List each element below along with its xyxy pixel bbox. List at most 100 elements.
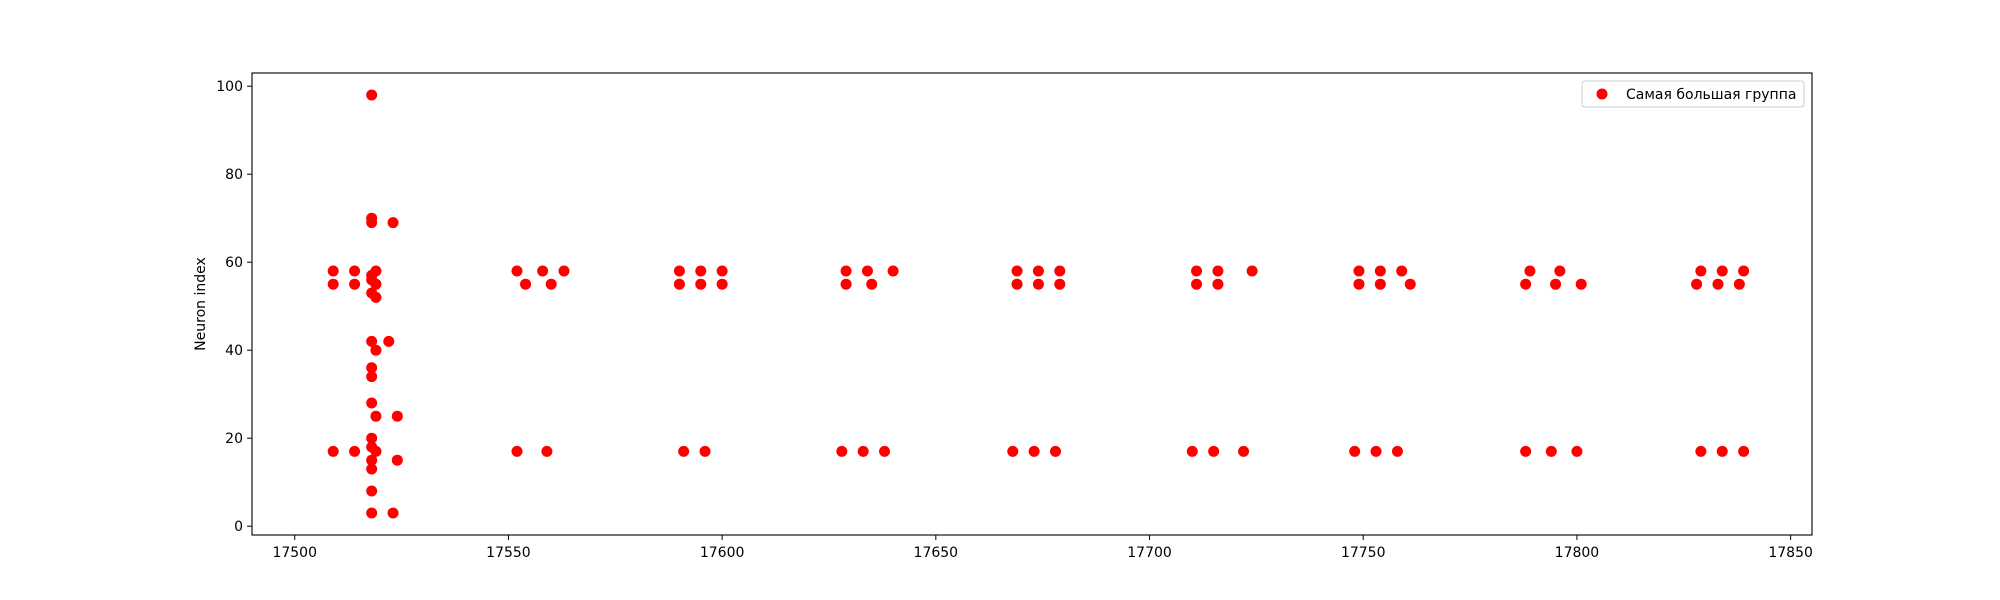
y-tick-label: 20 [225, 431, 243, 447]
data-point [366, 432, 378, 444]
y-axis-label: Neuron index [193, 257, 209, 351]
data-point [699, 445, 711, 457]
data-point [1733, 278, 1745, 290]
data-point [558, 265, 570, 277]
data-point [1032, 278, 1044, 290]
x-tick-label: 17750 [1341, 545, 1386, 561]
data-point [1524, 265, 1536, 277]
data-point [1374, 278, 1386, 290]
data-point [1554, 265, 1566, 277]
data-point [673, 265, 685, 277]
data-point [1738, 445, 1750, 457]
data-point [1208, 445, 1220, 457]
data-point [383, 335, 395, 347]
data-point [366, 335, 378, 347]
data-point [391, 454, 403, 466]
data-point [366, 485, 378, 497]
x-tick-label: 17850 [1768, 545, 1813, 561]
data-point [366, 463, 378, 475]
data-point [1007, 445, 1019, 457]
data-point [391, 410, 403, 422]
legend-box [1581, 80, 1805, 108]
legend: Самая большая группа [1581, 80, 1805, 108]
data-point [716, 278, 728, 290]
data-point [366, 217, 378, 229]
data-point [1575, 278, 1587, 290]
data-point [866, 278, 878, 290]
plot-area: 17500 17550 17600 17650 17700 17750 17800 17850… [216, 72, 1813, 561]
data-point [1695, 265, 1707, 277]
data-point [366, 507, 378, 519]
data-point [887, 265, 899, 277]
y-tick-label: 40 [225, 343, 243, 359]
data-point [1191, 278, 1203, 290]
y-tick-label: 100 [216, 79, 243, 95]
data-point [366, 371, 378, 383]
data-point [520, 278, 532, 290]
data-point [545, 278, 557, 290]
y-tick-label: 60 [225, 255, 243, 271]
data-point [1396, 265, 1408, 277]
data-point [1695, 445, 1707, 457]
data-point [327, 265, 339, 277]
data-point [349, 278, 361, 290]
data-point [327, 278, 339, 290]
data-point [349, 265, 361, 277]
y-tick-label: 80 [225, 167, 243, 183]
x-tick-label: 17600 [700, 545, 745, 561]
data-point [1028, 445, 1040, 457]
data-point [1691, 278, 1703, 290]
data-point [1212, 265, 1224, 277]
data-point [387, 507, 399, 519]
x-tick-label: 17500 [272, 545, 317, 561]
data-point [1054, 265, 1066, 277]
data-point [1032, 265, 1044, 277]
data-point [349, 445, 361, 457]
data-point [861, 265, 873, 277]
data-point [370, 278, 382, 290]
data-point [836, 445, 848, 457]
data-point [1550, 278, 1562, 290]
data-point [1370, 445, 1382, 457]
legend-label: Самая большая группа [1626, 87, 1796, 103]
data-point [1349, 445, 1361, 457]
data-point [1186, 445, 1198, 457]
data-point [1246, 265, 1258, 277]
legend-marker [1596, 88, 1608, 100]
data-point [366, 89, 378, 101]
data-point [1712, 278, 1724, 290]
data-point [1545, 445, 1557, 457]
data-point [511, 445, 523, 457]
data-point [695, 278, 707, 290]
x-tick-label: 17800 [1555, 545, 1600, 561]
data-point [857, 445, 869, 457]
data-point [1404, 278, 1416, 290]
data-point [1353, 265, 1365, 277]
data-point [1571, 445, 1583, 457]
data-point [1011, 265, 1023, 277]
data-point [1212, 278, 1224, 290]
data-point [370, 445, 382, 457]
data-point [541, 445, 553, 457]
y-tick-label: 0 [234, 519, 243, 535]
data-point [716, 265, 728, 277]
data-point [366, 362, 378, 374]
data-point [511, 265, 523, 277]
data-point [1520, 445, 1532, 457]
data-point [1391, 445, 1403, 457]
data-point [1050, 445, 1062, 457]
data-point [1738, 265, 1750, 277]
x-tick-label: 17650 [914, 545, 959, 561]
data-point [695, 265, 707, 277]
data-point [327, 445, 339, 457]
data-point [1238, 445, 1250, 457]
data-point [1716, 265, 1728, 277]
data-point [370, 410, 382, 422]
data-point [1011, 278, 1023, 290]
data-point [366, 397, 378, 409]
data-point [1520, 278, 1532, 290]
data-point [1191, 265, 1203, 277]
data-point [387, 217, 399, 229]
data-point [370, 291, 382, 303]
